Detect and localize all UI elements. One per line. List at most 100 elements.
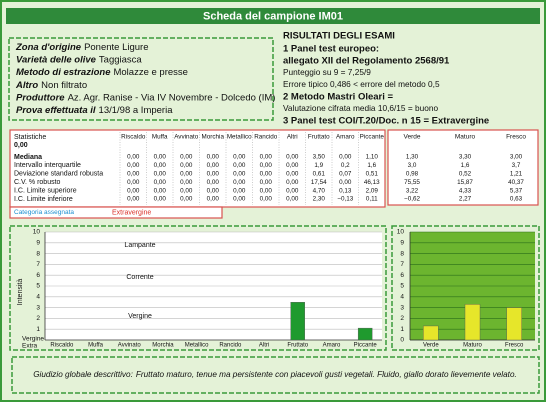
footer-value: Fruttato maturo, tenue ma persistente co…	[136, 370, 517, 379]
table-corner: 0,00	[14, 142, 28, 149]
table-cell: 0,00	[127, 162, 140, 169]
table-cell: 0,00	[233, 154, 246, 161]
results-line: 1 Panel test europeo:	[283, 44, 379, 55]
y-tick-label: 6	[36, 272, 40, 279]
chart1-box	[9, 225, 387, 351]
y-tick-label: 9	[400, 240, 404, 247]
y-tick-label: 1	[36, 326, 40, 333]
y-tick-label: 8	[400, 250, 404, 257]
table-cell: 0,00	[154, 187, 167, 194]
zone-label: Vergine	[22, 336, 44, 343]
table-cell: 0,00	[260, 162, 273, 169]
info-label: Altro	[15, 79, 38, 90]
table-cell: 0,00	[207, 179, 220, 186]
info-value: Non filtrato	[41, 79, 87, 90]
table-cell: 0,00	[180, 154, 193, 161]
column-header: Maturo	[455, 134, 476, 141]
table-cell: 0,00	[260, 170, 273, 177]
table-cell: 3,7	[512, 162, 521, 169]
category-label: Categoria assegnata	[14, 209, 74, 216]
x-tick-label: Fruttato	[287, 343, 308, 349]
title: Scheda del campione IM01	[203, 10, 343, 22]
bar	[506, 307, 522, 341]
zone-label: Extra	[22, 343, 38, 350]
y-tick-label: 9	[36, 240, 40, 247]
table-cell: 1,30	[406, 154, 419, 161]
table-cell: 17,54	[311, 179, 327, 186]
info-label: Produttore	[16, 92, 65, 103]
table-cell: 0,00	[260, 179, 273, 186]
y-tick-label: 0	[400, 337, 404, 344]
y-tick-label: 5	[400, 283, 404, 290]
table-cell: 0,00	[127, 187, 140, 194]
column-header: Avvinato	[174, 134, 199, 141]
x-tick-label: Avvinato	[118, 343, 142, 349]
x-tick-label: Riscaldo	[50, 343, 74, 349]
zone-label: Corrente	[126, 274, 153, 281]
info-label: Prova effettuata il	[16, 105, 96, 116]
table-cell: 4,70	[313, 187, 326, 194]
results-line: 3 Panel test COI/T.20/Doc. n 15 = Extrav…	[283, 116, 489, 127]
info-label: Zona d'origine	[15, 42, 82, 53]
info-value: Az. Agr. Ranise - Via IV Novembre - Dolc…	[68, 92, 276, 103]
table-cell: 0,00	[180, 187, 193, 194]
y-tick-label: 4	[400, 294, 404, 301]
table-cell: 0,07	[339, 170, 352, 177]
table-cell: 0,00	[233, 162, 246, 169]
table-cell: 0,00	[286, 187, 299, 194]
y-tick-label: 2	[36, 315, 40, 322]
row-label: I.C. Limite superiore	[14, 187, 77, 194]
table-cell: 1,9	[314, 162, 323, 169]
y-tick-label: 10	[33, 229, 41, 236]
column-header: Amaro	[336, 134, 355, 141]
results-line: allegato XII del Regolamento 2568/91	[283, 56, 450, 67]
y-tick-label: 1	[400, 326, 404, 333]
footer-label: Giudizio globale descrittivo:	[33, 370, 133, 379]
info-value: Taggiasca	[99, 54, 142, 65]
table-cell: 0,00	[233, 179, 246, 186]
y-tick-label: 6	[400, 272, 404, 279]
table-cell: 0,00	[127, 170, 140, 177]
table-cell: 0,00	[286, 154, 299, 161]
info-line: Metodo di estrazione Molazze e presse	[16, 67, 188, 78]
table-cell: 1,6	[367, 162, 376, 169]
row-label: C.V. % robusto	[14, 179, 61, 186]
table-cell: 0,00	[207, 162, 220, 169]
y-tick-label: 7	[36, 261, 40, 268]
x-tick-label: Fresco	[505, 343, 524, 349]
table-cell: 0,00	[260, 154, 273, 161]
column-header: Rancido	[254, 134, 278, 141]
table-cell: 0,00	[180, 170, 193, 177]
column-header: Fruttato	[308, 134, 330, 141]
table-cell: 0,98	[406, 170, 419, 177]
table-cell: 0,51	[366, 170, 379, 177]
table-cell: 0,00	[154, 170, 167, 177]
x-tick-label: Muffa	[88, 343, 104, 349]
info-line: Altro Non filtrato	[15, 79, 87, 90]
table-cell: 0,00	[286, 196, 299, 203]
row-label: I.C. Limite inferiore	[14, 196, 73, 203]
info-line: Zona d'origine Ponente Ligure	[15, 42, 149, 53]
info-box	[8, 37, 274, 121]
column-header: Metallico	[227, 134, 252, 141]
row-label: Deviazione standard robusta	[14, 171, 103, 178]
table-cell: 1,21	[510, 170, 523, 177]
y-tick-label: 3	[400, 304, 404, 311]
table-cell: 46,13	[364, 179, 380, 186]
footer-text: Giudizio globale descrittivo: Fruttato ma…	[33, 370, 517, 379]
y-tick-label: 7	[400, 261, 404, 268]
table-cell: 0,11	[366, 196, 378, 203]
info-line: Varietà delle olive Taggiasca	[16, 54, 142, 65]
table-cell: 0,00	[233, 170, 246, 177]
x-tick-label: Maturo	[463, 343, 482, 349]
x-tick-label: Piccante	[354, 343, 378, 349]
table-cell: 3,50	[313, 154, 326, 161]
table-cell: 0,00	[180, 162, 193, 169]
results-title: RISULTATI DEGLI ESAMI	[283, 31, 395, 42]
zone-label: Vergine	[128, 313, 152, 320]
table-cell: 0,13	[339, 187, 352, 194]
table-cell: 5,37	[510, 187, 523, 194]
table-cell: −0,62	[404, 196, 420, 203]
table-cell: 0,00	[207, 170, 220, 177]
